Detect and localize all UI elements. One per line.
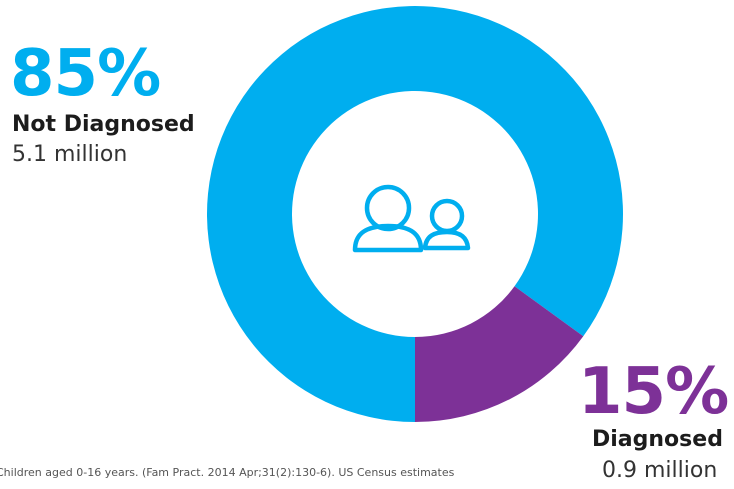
not-diagnosed-label: Not Diagnosed (12, 112, 195, 137)
source-footnote: Children aged 0-16 years. (Fam Pract. 20… (0, 466, 455, 479)
diagnosed-label: Diagnosed (592, 427, 723, 452)
diagnosed-percent: 15% (578, 355, 729, 429)
diagnosed-slice (415, 286, 584, 422)
not-diagnosed-amount: 5.1 million (12, 142, 128, 167)
not-diagnosed-slice (207, 6, 624, 422)
not-diagnosed-percent: 85% (10, 37, 161, 111)
people-icon (352, 184, 471, 253)
diagnosed-amount: 0.9 million (602, 458, 718, 483)
